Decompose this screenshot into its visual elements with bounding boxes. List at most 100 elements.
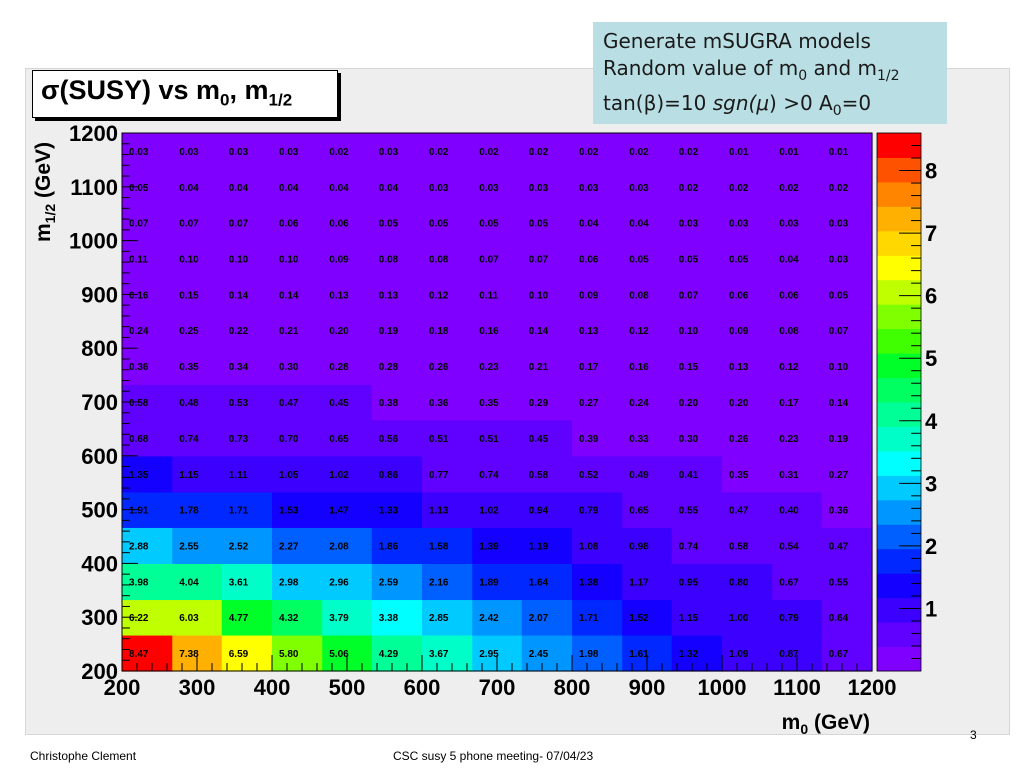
cell-value-label: 0.07 <box>829 326 849 337</box>
colorbar-segment <box>877 328 921 354</box>
colorbar-segment <box>877 524 921 550</box>
heatmap-cell <box>671 276 723 313</box>
cell-value-label: 0.07 <box>179 219 199 230</box>
cell-value-label: 0.01 <box>829 147 849 158</box>
cell-value-label: 0.13 <box>729 362 749 373</box>
heatmap-cell <box>821 455 873 493</box>
heatmap-cell <box>172 455 223 493</box>
cell-value-label: 0.36 <box>429 398 449 409</box>
colorbar-segment <box>877 377 921 403</box>
cell-value-label: 0.06 <box>729 290 749 301</box>
heatmap-cell <box>371 169 423 206</box>
cell-value-label: 0.10 <box>229 255 249 266</box>
heatmap-cell <box>221 599 273 636</box>
colorbar-segment <box>877 646 921 672</box>
y-tick-label: 800 <box>81 336 118 361</box>
heatmap-cell <box>322 133 373 170</box>
heatmap-cell <box>521 312 573 349</box>
cell-value-label: 0.47 <box>729 506 749 517</box>
heatmap-cell <box>622 455 673 493</box>
heatmap-cell <box>671 455 723 493</box>
cell-value-label: 0.05 <box>129 183 149 194</box>
cell-value-label: 6.22 <box>129 613 149 624</box>
heatmap-cell <box>772 419 823 457</box>
cell-value-label: 0.65 <box>629 506 649 517</box>
heatmap-cell <box>472 169 523 206</box>
cell-value-label: 0.03 <box>229 147 249 158</box>
cell-value-label: 1.39 <box>479 541 499 552</box>
heatmap-cell <box>521 169 573 206</box>
heatmap-cell <box>472 348 523 385</box>
cell-value-label: 0.77 <box>429 470 449 481</box>
cell-value-label: 0.73 <box>229 434 249 445</box>
cell-value-label: 0.24 <box>629 398 649 409</box>
cell-value-label: 0.02 <box>579 147 599 158</box>
heatmap-cell <box>821 491 873 528</box>
cell-value-label: 0.02 <box>629 147 649 158</box>
cell-value-label: 0.12 <box>629 326 649 337</box>
heatmap-cell <box>272 491 323 528</box>
colorbar-segment <box>877 426 921 452</box>
cell-value-label: 0.10 <box>679 326 699 337</box>
heatmap-cell <box>821 599 873 636</box>
x-tick-label: 400 <box>254 675 291 700</box>
cell-value-label: 0.06 <box>579 255 599 266</box>
cell-value-label: 3.38 <box>379 613 399 624</box>
cell-value-label: 0.02 <box>729 183 749 194</box>
cell-value-label: 0.08 <box>429 255 449 266</box>
cell-value-label: 1.09 <box>729 649 749 660</box>
cell-value-label: 1.61 <box>629 649 649 660</box>
heatmap-cell <box>272 312 323 349</box>
cell-value-label: 1.08 <box>579 541 599 552</box>
cell-value-label: 0.47 <box>829 541 849 552</box>
heatmap-cell <box>821 419 873 457</box>
cell-value-label: 0.67 <box>779 577 799 588</box>
cell-value-label: 2.59 <box>379 577 399 588</box>
heatmap-cell <box>272 204 323 242</box>
heatmap-cell <box>221 455 273 493</box>
heatmap-cell <box>671 312 723 349</box>
heatmap-cell <box>722 419 773 457</box>
cell-value-label: 0.11 <box>129 255 148 266</box>
cell-value-label: 0.80 <box>729 577 749 588</box>
heatmap-cell <box>472 204 523 242</box>
heatmap-cell <box>821 348 873 385</box>
heatmap-cell <box>322 563 373 601</box>
heatmap-cell <box>722 455 773 493</box>
cell-value-label: 0.45 <box>329 398 349 409</box>
cell-value-label: 2.95 <box>479 649 499 660</box>
cell-value-label: 0.52 <box>579 470 599 481</box>
cell-value-label: 0.03 <box>179 147 199 158</box>
heatmap-cell <box>472 276 523 313</box>
heatmap-cell <box>572 348 623 385</box>
heatmap-cell <box>472 384 523 421</box>
cell-value-label: 0.45 <box>529 434 549 445</box>
heatmap-cell <box>572 169 623 206</box>
heatmap-cell <box>422 527 473 564</box>
cell-value-label: 0.15 <box>179 290 199 301</box>
colorbar-tick-label: 4 <box>925 409 938 434</box>
cell-value-label: 0.03 <box>829 219 849 230</box>
colorbar-border <box>876 132 922 672</box>
heatmap-cell <box>371 348 423 385</box>
heatmap-cell <box>322 455 373 493</box>
cell-value-label: 0.47 <box>279 398 299 409</box>
heatmap-cell <box>671 169 723 206</box>
y-tick-label: 500 <box>81 498 118 523</box>
cell-value-label: 0.14 <box>279 290 299 301</box>
cell-value-label: 0.79 <box>779 613 799 624</box>
cell-value-label: 0.01 <box>779 147 799 158</box>
cell-value-label: 0.26 <box>429 362 449 373</box>
cell-value-label: 0.06 <box>779 290 799 301</box>
cell-value-label: 0.55 <box>829 577 849 588</box>
cell-value-label: 0.35 <box>729 470 749 481</box>
cell-value-label: 1.71 <box>579 613 599 624</box>
heatmap-cell <box>221 348 273 385</box>
cell-value-label: 4.29 <box>379 649 399 660</box>
heatmap-cell <box>472 312 523 349</box>
heatmap-cell <box>272 563 323 601</box>
heatmap-cell <box>322 527 373 564</box>
cell-value-label: 4.04 <box>179 577 199 588</box>
colorbar-segment <box>877 181 921 207</box>
heatmap-cell <box>622 563 673 601</box>
